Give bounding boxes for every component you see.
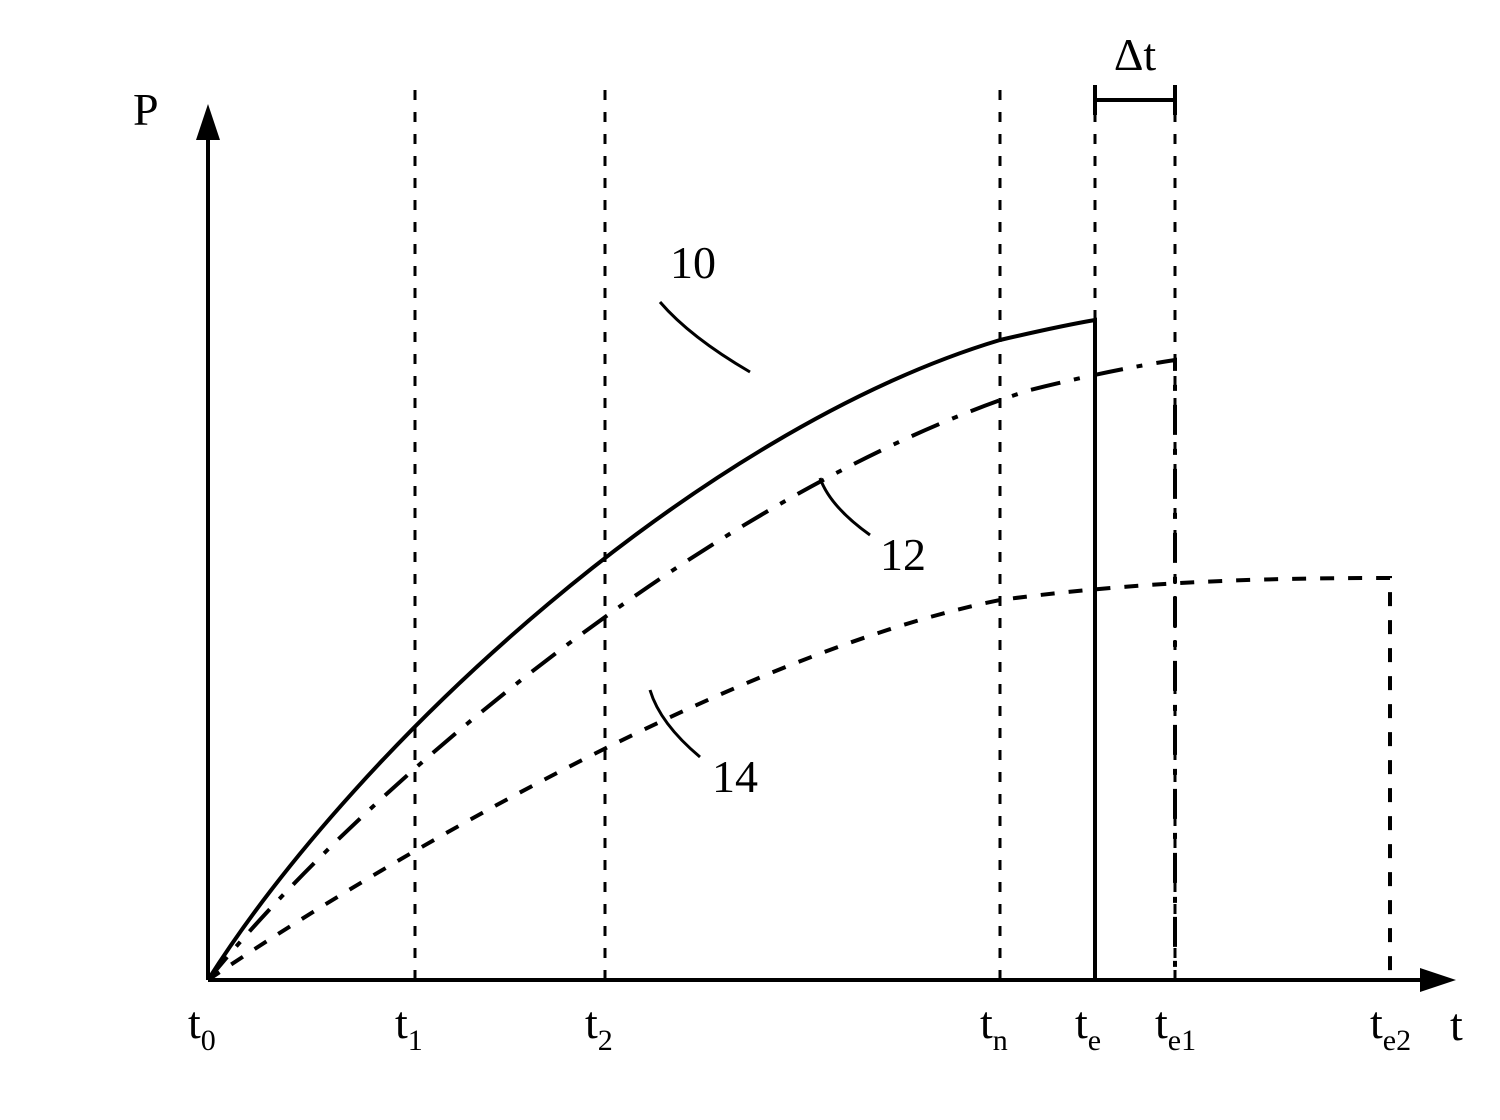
label-12: 12	[880, 529, 926, 580]
x-axis-label: t	[1450, 999, 1463, 1050]
y-axis-label: P	[133, 84, 159, 135]
pressure-time-diagram: 10 12 14 Δt P t t0t1t2tntete1te2	[0, 0, 1500, 1120]
delta-t-label: Δt	[1114, 29, 1157, 80]
label-10: 10	[670, 237, 716, 288]
label-14: 14	[712, 751, 758, 802]
